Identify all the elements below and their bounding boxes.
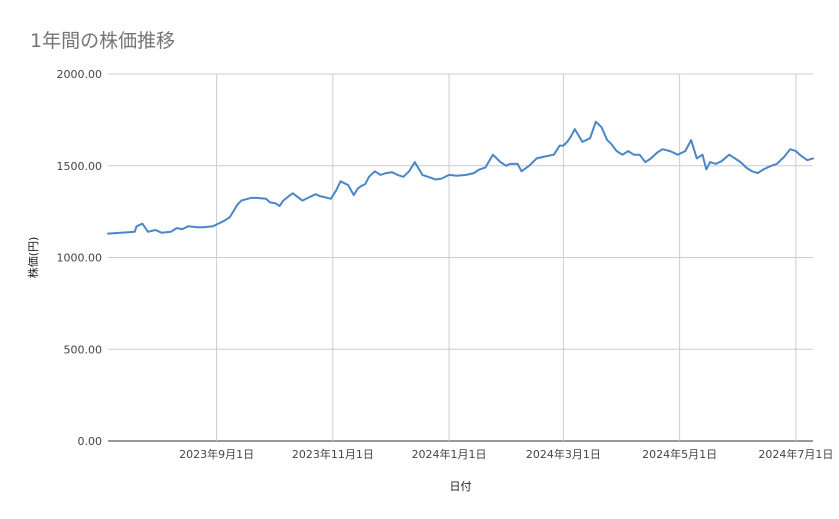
x-tick-label: 2024年5月1日 xyxy=(642,447,717,461)
y-tick-label: 2000.00 xyxy=(57,68,103,81)
x-tick-label: 2024年1月1日 xyxy=(412,447,487,461)
x-axis-label: 日付 xyxy=(450,480,472,493)
x-tick-label: 2024年3月1日 xyxy=(526,447,601,461)
x-tick-label: 2024年7月1日 xyxy=(758,447,833,461)
y-tick-label: 0.00 xyxy=(78,435,103,448)
y-tick-label: 1000.00 xyxy=(57,252,103,265)
series-line xyxy=(107,120,814,235)
y-axis-label: 株価(円) xyxy=(26,237,40,279)
chart-title: 1年間の株価推移 xyxy=(30,30,176,52)
x-tick-label: 2023年9月1日 xyxy=(179,447,254,461)
x-tick-label: 2023年11月1日 xyxy=(292,447,374,461)
y-tick-label: 1500.00 xyxy=(57,160,103,173)
y-tick-label: 500.00 xyxy=(64,343,103,356)
